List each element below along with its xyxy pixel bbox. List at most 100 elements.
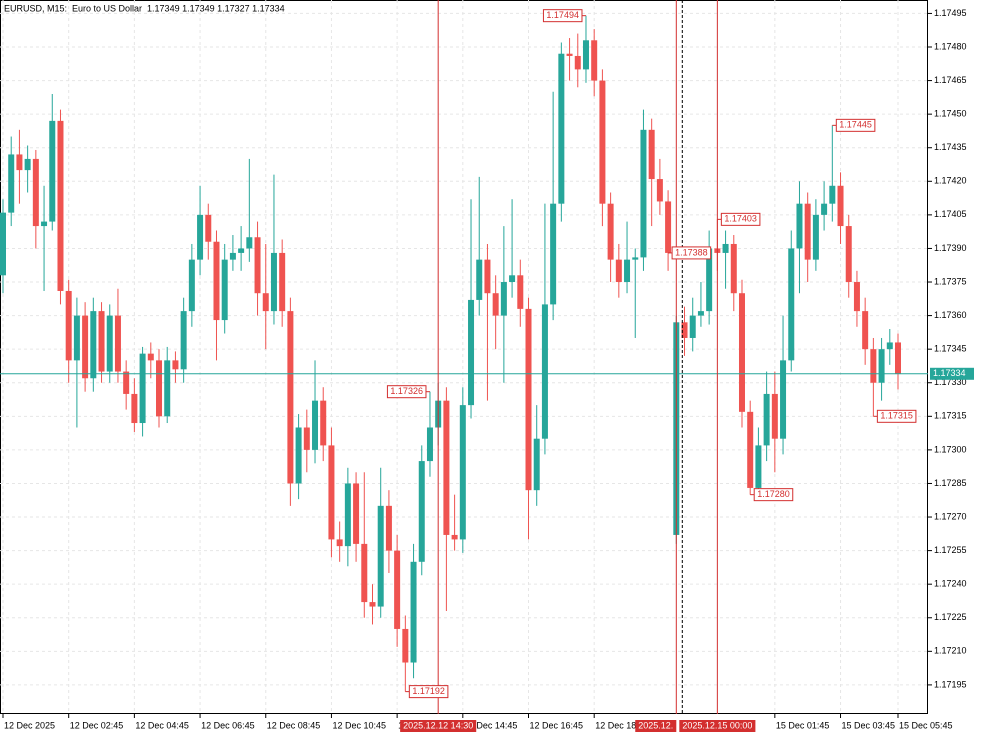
y-tick-label: 1.17210 [934, 646, 967, 656]
candle-body [771, 393, 778, 439]
x-tick-label: 12 Dec 2025 [4, 720, 55, 730]
candle-body [8, 154, 15, 213]
y-tick-label: 1.17420 [934, 176, 967, 186]
candle-body [755, 445, 762, 488]
candle-body [525, 308, 532, 491]
candle-body [582, 40, 589, 70]
candle-body [599, 80, 606, 204]
price-annotation: 1.17315 [880, 411, 913, 421]
x-tick-label: 12 Dec 14:45 [464, 720, 518, 730]
candle-body [287, 311, 294, 484]
candle-body [344, 483, 351, 547]
candle-body [476, 259, 483, 300]
candle-body [16, 154, 23, 171]
x-tick-label: 12 Dec 08:45 [267, 720, 321, 730]
candle-body [336, 539, 343, 547]
candle-body [0, 212, 6, 276]
y-tick-label: 1.17300 [934, 444, 967, 454]
x-tick-label: 15 Dec 03:45 [842, 720, 896, 730]
candle-body [114, 315, 121, 372]
candle-body [566, 53, 573, 56]
y-tick-label: 1.17435 [934, 142, 967, 152]
candle-body [106, 315, 113, 372]
candle-body [500, 282, 507, 316]
candle-body [246, 237, 253, 249]
candle-body [607, 203, 614, 260]
candle-body [689, 315, 696, 338]
candle-body [180, 311, 187, 370]
candle-body [418, 461, 425, 562]
candle-body [262, 293, 269, 312]
y-tick-label: 1.17345 [934, 344, 967, 354]
x-tick-label: 12 Dec 16:45 [530, 720, 584, 730]
candle-body [229, 252, 236, 260]
candle-body [870, 349, 877, 383]
price-line-box [930, 367, 974, 380]
candle-body [328, 445, 335, 540]
candle-body [394, 550, 401, 629]
candle-body [426, 427, 433, 462]
candle-body [747, 411, 754, 488]
price-annotation: 1.17192 [412, 686, 445, 696]
candle-body [369, 602, 376, 607]
candle-body [98, 311, 105, 372]
x-tick-label: 12 Dec 06:45 [201, 720, 255, 730]
grid [0, 0, 928, 714]
candle-body [895, 342, 901, 374]
candle-body [377, 505, 384, 607]
candle-body [320, 400, 327, 446]
candle-body [24, 158, 31, 171]
x-tick-label: 15 Dec 01:45 [776, 720, 830, 730]
candle-body [722, 243, 729, 253]
candle-body [878, 349, 885, 383]
y-tick-label: 1.17480 [934, 41, 967, 51]
price-annotation: 1.17403 [724, 214, 757, 224]
candle-body [780, 360, 787, 439]
overlays: 1.17494 1.17445 1.17403 1.17388 1.17326 1.172… [0, 0, 928, 714]
x-tick-label: 15 Dec 05:45 [899, 720, 953, 730]
candle-body [443, 400, 450, 535]
candle-body [541, 304, 548, 439]
candle-body [41, 221, 48, 227]
candle-body [279, 252, 286, 312]
price-annotation: 1.17280 [757, 489, 790, 499]
price-annotation: 1.17445 [839, 120, 872, 130]
x-tick-label: 12 Dec 04:45 [135, 720, 189, 730]
candle-body [804, 203, 811, 260]
candle-body [624, 259, 631, 283]
candle-body [90, 311, 97, 379]
candle-body [509, 275, 516, 283]
candle-body [886, 342, 893, 350]
y-tick-label: 1.17240 [934, 579, 967, 589]
candle-body [697, 311, 704, 316]
y-tick-label: 1.17285 [934, 478, 967, 488]
candle-body [738, 293, 745, 412]
candle-body [591, 40, 598, 81]
y-tick-label: 1.17330 [934, 377, 967, 387]
candle-body [796, 203, 803, 249]
x-tick-label: 12 Dec 10:45 [332, 720, 386, 730]
x-tick-label: 12 Dec 18:45 [595, 720, 649, 730]
candle-body [558, 53, 565, 204]
candle-body [845, 226, 852, 283]
candle-body [221, 259, 228, 321]
candle-body [238, 248, 245, 253]
y-tick-label: 1.17315 [934, 411, 967, 421]
candle-body [640, 129, 647, 258]
candle-body [550, 203, 557, 305]
candle-body [574, 55, 581, 70]
vertical-line-label: 2025.12. [638, 720, 673, 730]
candle-body [32, 158, 39, 227]
candle-body [131, 393, 138, 424]
candle-body [468, 299, 475, 406]
candle-body [164, 360, 171, 417]
candle-body [492, 293, 499, 316]
candle-body [402, 628, 409, 663]
candle-body [156, 360, 163, 417]
y-tick-label: 1.17495 [934, 8, 967, 18]
candle-body [656, 179, 663, 202]
candle-body [361, 543, 368, 603]
price-annotation: 1.17326 [390, 386, 423, 396]
y-tick-label: 1.17195 [934, 679, 967, 689]
candle-body [73, 315, 80, 361]
